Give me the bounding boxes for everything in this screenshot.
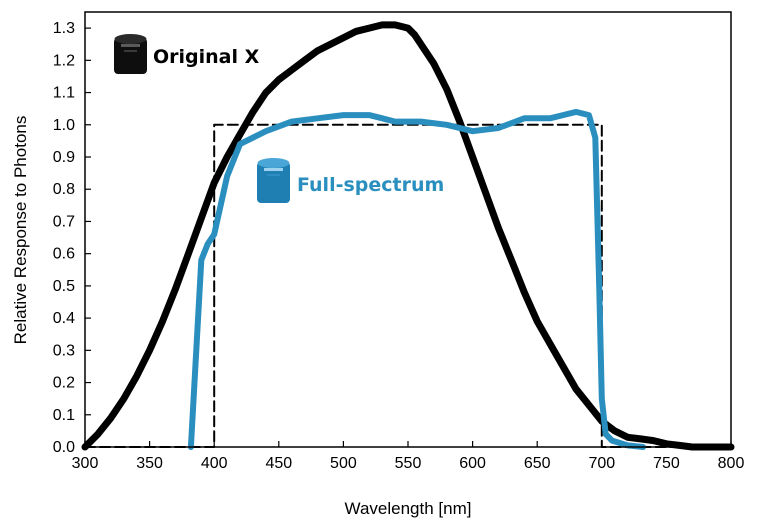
y-axis-title: Relative Response to Photons [11,116,30,345]
x-tick-label: 500 [330,455,357,472]
y-tick-label: 1.2 [53,52,75,69]
black-sensor-icon [114,34,147,74]
series-line-original-x [81,21,735,451]
x-tick-label: 750 [653,455,680,472]
x-tick-label: 350 [136,455,163,472]
y-tick-label: 0.9 [53,149,75,166]
x-tick-label: 300 [72,455,99,472]
y-tick-label: 1.0 [53,117,75,134]
y-tick-label: 1.1 [53,85,75,102]
y-tick-label: 0.2 [53,375,75,392]
series-label-full-spectrum: Full-spectrum [297,174,444,196]
ticks-layer: 300 350 400 450 500 550 600 650 700 750 800 0.0 0.1 0… [53,20,745,472]
x-tick-label: 650 [524,455,551,472]
series-label-original-x: Original X [153,46,260,68]
blue-sensor-icon [257,158,290,203]
y-tick-label: 0.3 [53,342,75,359]
y-tick-label: 0.4 [53,310,75,327]
x-tick-label: 550 [395,455,422,472]
plot-area [85,12,731,447]
y-tick-label: 0.0 [53,439,75,456]
series-line-full-spectrum [187,108,647,450]
x-axis-title: Wavelength [nm] [345,499,472,518]
y-tick-label: 0.7 [53,213,75,230]
x-tick-label: 450 [265,455,292,472]
y-tick-label: 1.3 [53,20,75,37]
y-tick-label: 0.5 [53,278,75,295]
x-tick-label: 800 [718,455,745,472]
x-tick-label: 600 [459,455,486,472]
y-tick-label: 0.8 [53,181,75,198]
x-tick-label: 400 [201,455,228,472]
x-tick-label: 700 [588,455,615,472]
y-tick-label: 0.1 [53,407,75,424]
y-tick-label: 0.6 [53,246,75,263]
